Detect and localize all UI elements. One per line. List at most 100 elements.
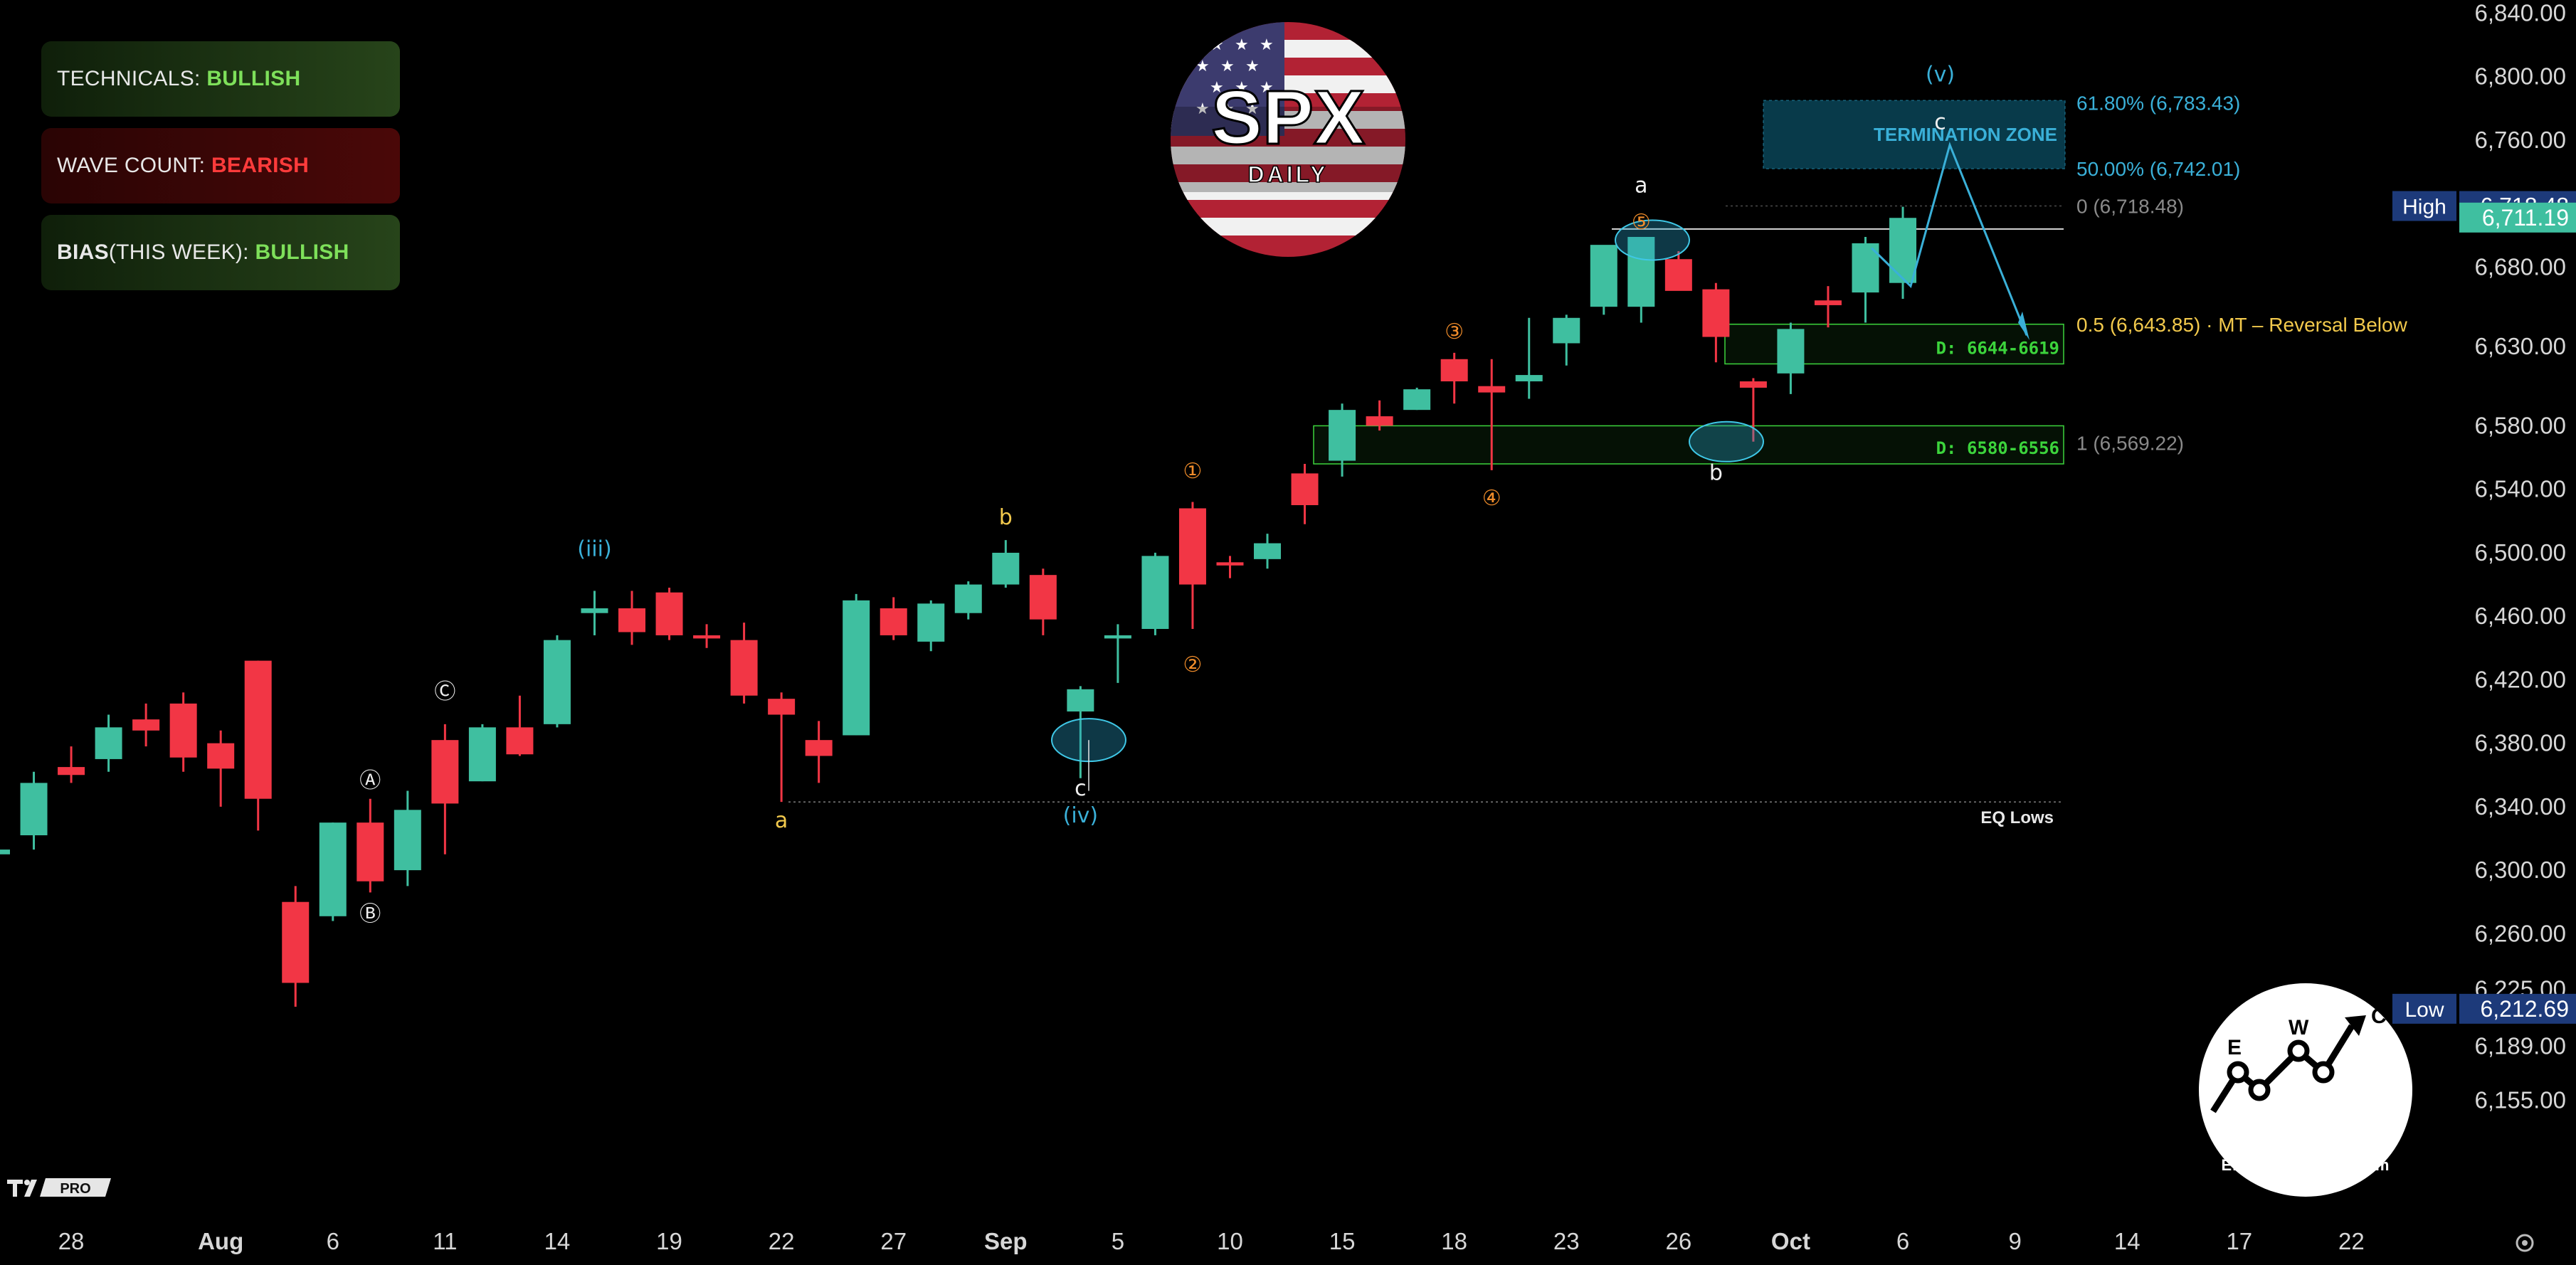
candle-body: [1254, 543, 1282, 559]
svg-text:★: ★: [1195, 58, 1210, 75]
wave-count-label: WAVE COUNT:: [57, 154, 206, 177]
candle: [1478, 359, 1506, 470]
wave-label: (v): [1926, 62, 1955, 87]
candle: [543, 635, 571, 728]
candle: [1329, 403, 1356, 477]
candle-body: [1067, 689, 1094, 712]
candle: [1141, 552, 1169, 635]
termination-zone: [1763, 100, 2066, 169]
settings-icon-ring: [2516, 1234, 2534, 1252]
wave-label: ④: [1482, 486, 1501, 511]
y-tick-label: 6,500.00: [2475, 539, 2566, 566]
wave-label: ⑤: [1632, 210, 1651, 235]
candle: [880, 597, 907, 640]
candle-body: [468, 727, 496, 782]
candle-body: [1478, 386, 1506, 393]
overlay-layer: [1051, 141, 2029, 791]
tv-badge-label: PRO: [60, 1181, 90, 1197]
y-tick-label: 6,760.00: [2475, 127, 2566, 153]
candle: [468, 724, 496, 782]
candle: [1440, 352, 1468, 404]
bias-panel: BIAS (THIS WEEK): BULLISH: [41, 215, 400, 290]
candle: [1067, 686, 1094, 778]
y-tick-label: 6,155.00: [2475, 1087, 2566, 1113]
y-tick-label: 6,420.00: [2475, 666, 2566, 692]
candle-body: [394, 810, 421, 871]
svg-text:★: ★: [1260, 79, 1274, 97]
candle-body: [1515, 375, 1543, 382]
candle-body: [282, 901, 310, 983]
y-tick-label: 6,460.00: [2475, 603, 2566, 629]
price-tag-label: Low: [2405, 998, 2444, 1022]
x-tick-label: Sep: [984, 1228, 1028, 1254]
tradingview-logo[interactable]: PRO: [6, 1173, 112, 1201]
candle: [1403, 387, 1431, 411]
x-tick-label: 14: [544, 1228, 571, 1254]
candle: [1254, 534, 1282, 569]
price-tag-value: 6,711.19: [2482, 205, 2569, 231]
demand-zone-lower-label: D: 6580-6556: [1936, 438, 2059, 458]
candle-body: [506, 727, 534, 755]
fib-level-label: 0 (6,718.48): [2076, 196, 2184, 218]
candle-body: [581, 608, 608, 613]
candle: [655, 588, 683, 640]
candle-body: [730, 640, 758, 696]
svg-text:★: ★: [1220, 100, 1235, 118]
candle-body: [1141, 556, 1169, 630]
candle-body: [917, 603, 945, 642]
wave-label: ①: [1183, 459, 1203, 484]
bias-label-bold: BIAS: [57, 240, 109, 264]
candle-body: [843, 600, 870, 736]
x-tick-label: 19: [656, 1228, 682, 1254]
x-tick-label: 26: [1665, 1228, 1691, 1254]
candle-body: [1291, 473, 1319, 506]
labels-layer: TERMINATION ZONE D: 6644-6619 D: 6580-6556…: [359, 62, 2407, 926]
candle: [132, 703, 160, 747]
candle-body: [207, 743, 235, 769]
y-tick-label: 6,540.00: [2475, 476, 2566, 502]
wave-label: b: [1709, 460, 1723, 485]
svg-text:★: ★: [1260, 36, 1274, 54]
candle: [618, 591, 646, 645]
settings-icon-core: [2522, 1240, 2528, 1246]
projection-arrowhead: [2018, 311, 2029, 341]
wave-label: (iii): [577, 536, 611, 561]
candle: [20, 771, 48, 850]
candle-body: [543, 640, 571, 724]
candle-body: [357, 822, 384, 882]
candle-body: [954, 584, 982, 613]
x-tick-label: 11: [433, 1228, 457, 1254]
candle-body: [431, 740, 459, 804]
settings-icon[interactable]: [2516, 1234, 2534, 1252]
svg-text:★: ★: [1210, 79, 1224, 97]
price-tag-label: High: [2402, 196, 2446, 219]
candle: [1553, 314, 1580, 366]
x-tick-label: 17: [2226, 1228, 2252, 1254]
candle-body: [1366, 416, 1393, 426]
candle: [282, 886, 310, 1007]
ewc-logo-graphic: E W C: [2210, 1005, 2387, 1113]
wave-label: c: [1934, 110, 1946, 134]
candle: [1814, 286, 1842, 328]
candle: [1216, 556, 1244, 578]
wave-label: a: [1635, 174, 1647, 199]
x-tick-label: 28: [58, 1228, 85, 1254]
eq-lows-label: EQ Lows: [1980, 808, 2054, 827]
candle: [95, 714, 122, 772]
svg-text:★: ★: [1245, 100, 1260, 118]
price-tag-label-box: [2392, 191, 2456, 221]
x-tick-label: 18: [1441, 1228, 1467, 1254]
candle-body: [1403, 389, 1431, 411]
wave-label: Ⓒ: [434, 679, 455, 704]
fib-level-label: 1 (6,569.22): [2076, 433, 2184, 455]
candle: [843, 593, 870, 736]
demand-zone-lower: [1313, 425, 2064, 465]
ewc-letter-w: W: [2289, 1016, 2309, 1039]
candle: [1739, 378, 1767, 442]
candle: [1366, 400, 1393, 431]
svg-text:★: ★: [1220, 58, 1235, 75]
candle-body: [1104, 635, 1131, 639]
candle: [1777, 322, 1805, 394]
candle: [207, 730, 235, 807]
